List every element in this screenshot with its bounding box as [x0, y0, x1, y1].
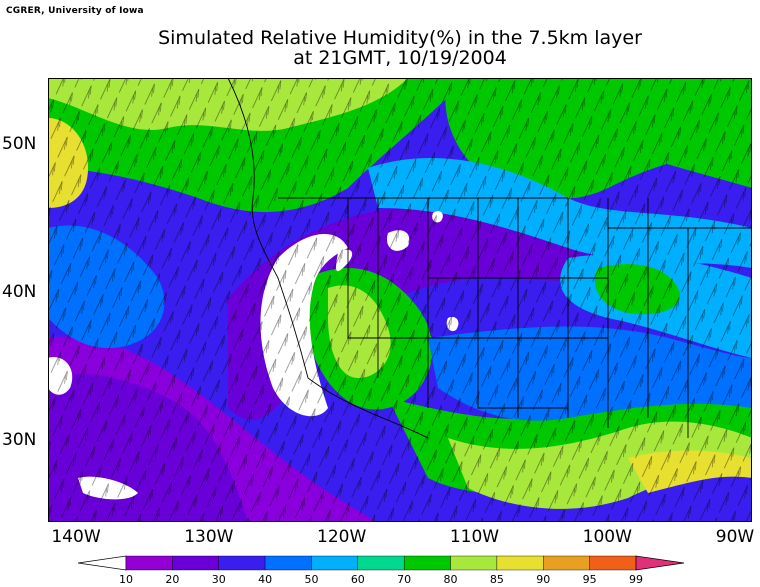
- humidity-map: [48, 78, 752, 522]
- lat-label: 40N: [2, 281, 37, 302]
- colorbar-under-triangle: [78, 555, 127, 571]
- colorbar-segment: [218, 555, 266, 571]
- map-title-line1: Simulated Relative Humidity(%) in the 7.…: [158, 27, 642, 49]
- colorbar-over-triangle: [635, 555, 684, 571]
- colorbar-segment: [264, 555, 312, 571]
- colorbar-tick-label: 90: [536, 573, 551, 586]
- colorbar-tick-label: 85: [489, 573, 504, 586]
- wind-barbs-overlay: [48, 78, 752, 522]
- colorbar-segment: [450, 555, 498, 571]
- lat-label: 50N: [2, 133, 37, 154]
- colorbar-tick-label: 20: [165, 573, 180, 586]
- colorbar-segment: [543, 555, 590, 571]
- colorbar-tick-label: 40: [258, 573, 273, 586]
- lon-label: 140W: [51, 527, 101, 547]
- colorbar-tick-label: 50: [304, 573, 319, 586]
- lon-label: 100W: [582, 527, 632, 547]
- colorbar-tick-label: 99: [629, 573, 643, 586]
- colorbar-segment: [589, 555, 637, 571]
- lon-label: 120W: [317, 527, 367, 547]
- lon-label: 110W: [449, 527, 500, 547]
- colorbar-tick-label: 70: [397, 573, 412, 586]
- colorbar: [78, 555, 684, 571]
- colorbar-segment: [172, 555, 219, 571]
- colorbar-tick-label: 60: [350, 573, 365, 586]
- lat-label: 30N: [2, 429, 37, 450]
- credit-label: CGRER, University of Iowa: [6, 6, 144, 16]
- colorbar-segment: [403, 555, 451, 571]
- colorbar-tick-label: 95: [582, 573, 597, 586]
- colorbar-tick-label: 80: [443, 573, 458, 586]
- colorbar-segment: [311, 555, 359, 571]
- colorbar-tick-label: 10: [119, 573, 133, 586]
- colorbar-segment: [357, 555, 405, 571]
- colorbar-segment: [496, 555, 544, 571]
- colorbar-segment: [125, 555, 173, 571]
- lon-label: 130W: [184, 527, 234, 547]
- colorbar-tick-label: 30: [211, 573, 226, 586]
- lon-label: 90W: [715, 527, 755, 547]
- map-title-line2: at 21GMT, 10/19/2004: [293, 47, 507, 69]
